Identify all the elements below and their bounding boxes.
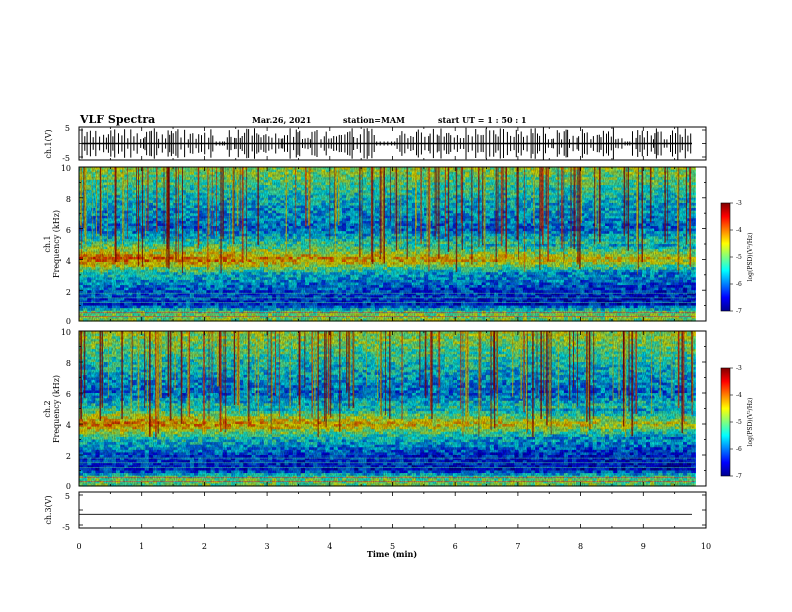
figure-title: VLF Spectra xyxy=(79,113,155,126)
start-time-label: start UT = 1 : 50 : 1 xyxy=(438,115,527,125)
ch1-waveform-ytick-top: 5 xyxy=(65,124,70,133)
ch1-spectrogram-image xyxy=(79,167,706,322)
ch1-waveform-panel: 5 -5 ch.1(V) xyxy=(44,124,707,163)
date-label: Mar.26, 2021 xyxy=(252,115,311,125)
ch1-waveform-ticks xyxy=(78,127,707,160)
ch1-waveform-ytick-bottom: -5 xyxy=(62,154,70,163)
ch1-waveform-ylabel: ch.1(V) xyxy=(44,129,53,158)
station-label: station=MAM xyxy=(343,115,405,125)
ch1-waveform-trace xyxy=(81,127,692,160)
ch1-spectrogram-panel: 0 2 4 6 8 10 ch.1 Frequency (kHz) xyxy=(43,164,707,326)
